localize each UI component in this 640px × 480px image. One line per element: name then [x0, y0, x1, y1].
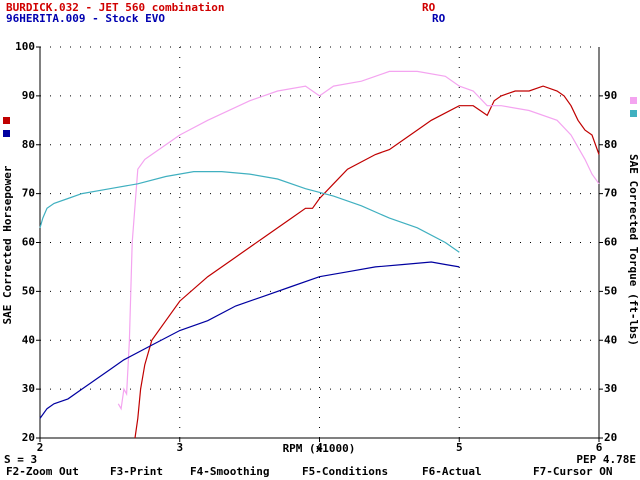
- y2-axis-label: SAE Corrected Torque (ft-lbs): [627, 154, 640, 346]
- y2-tick-label: 80: [604, 138, 617, 151]
- y2-tick-label: 70: [604, 187, 617, 200]
- y-tick-label: 40: [22, 333, 35, 346]
- legend-swatch: [630, 97, 637, 104]
- data-line: [39, 261, 460, 419]
- menu-item[interactable]: F3-Print: [110, 465, 163, 478]
- y2-tick-label: 30: [604, 382, 617, 395]
- y-tick-label: 50: [22, 284, 35, 297]
- x-tick-label: 5: [456, 441, 463, 454]
- data-line: [39, 171, 460, 253]
- menu-item[interactable]: F4-Smoothing: [190, 465, 269, 478]
- y-tick-label: 70: [22, 187, 35, 200]
- menu-item[interactable]: F2-Zoom Out: [6, 465, 79, 478]
- menu-item[interactable]: F6-Actual: [422, 465, 482, 478]
- run-code: RO: [422, 1, 436, 14]
- y2-tick-label: 40: [604, 333, 617, 346]
- run-code: RO: [432, 12, 446, 25]
- menu-item[interactable]: F7-Cursor ON: [533, 465, 612, 478]
- y-axis-label: SAE Corrected Horsepower: [1, 165, 14, 324]
- legend-swatch: [3, 117, 10, 124]
- run-name: BURDICK.032 - JET 560 combination: [6, 1, 225, 14]
- y-tick-label: 20: [22, 431, 35, 444]
- data-line: [117, 70, 600, 411]
- legend-swatch: [3, 130, 10, 137]
- x-tick-label: 3: [176, 441, 183, 454]
- y2-tick-label: 60: [604, 236, 617, 249]
- y-tick-label: 30: [22, 382, 35, 395]
- y2-tick-label: 90: [604, 89, 617, 102]
- data-line: [134, 85, 600, 439]
- legend-swatch: [630, 110, 637, 117]
- y-tick-label: 80: [22, 138, 35, 151]
- y-tick-label: 100: [15, 40, 35, 53]
- x-tick-label: 6: [596, 441, 603, 454]
- x-axis-label: RPM (x1000): [283, 442, 356, 455]
- status-right: PEP 4.78E: [576, 453, 636, 466]
- x-tick-label: 4: [316, 441, 323, 454]
- status-left: S = 3: [4, 453, 37, 466]
- run-name: 96HERITA.009 - Stock EVO: [6, 12, 165, 25]
- y2-tick-label: 20: [604, 431, 617, 444]
- x-tick-label: 2: [37, 441, 44, 454]
- y-tick-label: 90: [22, 89, 35, 102]
- y-tick-label: 60: [22, 236, 35, 249]
- y2-tick-label: 50: [604, 284, 617, 297]
- menu-item[interactable]: F5-Conditions: [302, 465, 388, 478]
